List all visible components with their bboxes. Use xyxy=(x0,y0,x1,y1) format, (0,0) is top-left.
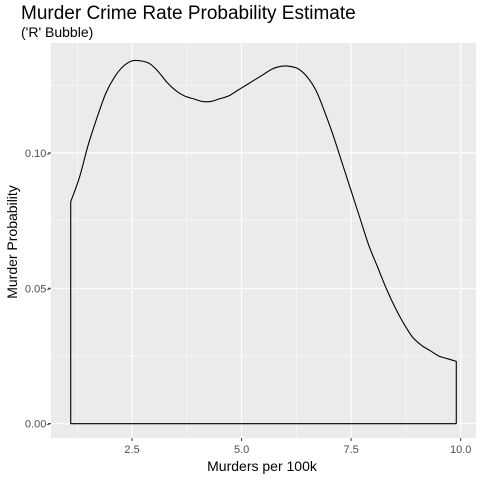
y-axis-label: Murder Probability xyxy=(4,185,20,299)
y-tick-label: 0.05- xyxy=(25,283,50,295)
x-tick-label: 10.0 xyxy=(450,444,471,456)
x-axis-ticks: 2.5 5.0 7.5 10.0 xyxy=(124,438,471,456)
y-axis-ticks: 0.00- 0.05- 0.10- xyxy=(25,148,51,431)
y-tick-label: 0.00- xyxy=(25,419,50,431)
x-tick-label: 5.0 xyxy=(234,444,249,456)
x-tick-label: 7.5 xyxy=(343,444,358,456)
chart-title: Murder Crime Rate Probability Estimate xyxy=(21,3,356,24)
x-tick-label: 2.5 xyxy=(124,444,139,456)
y-tick-label: 0.10- xyxy=(25,148,50,160)
density-curve xyxy=(70,59,457,425)
chart-subtitle: ('R' Bubble) xyxy=(21,24,93,40)
minor-gridlines xyxy=(51,43,476,438)
plot-panel xyxy=(51,43,476,438)
x-axis-label: Murders per 100k xyxy=(207,458,318,474)
